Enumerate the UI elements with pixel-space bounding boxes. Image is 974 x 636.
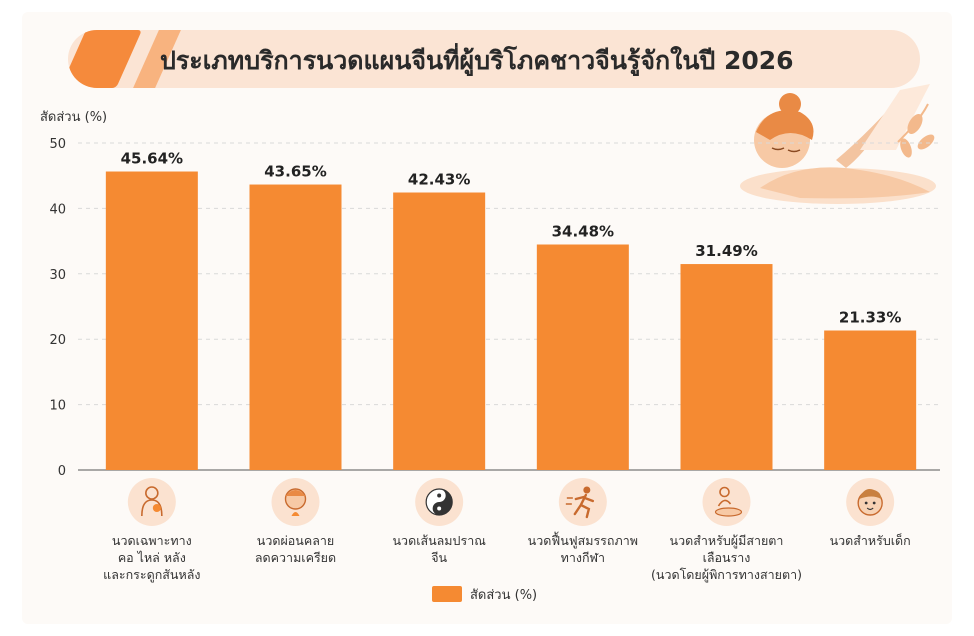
y-axis-label: สัดส่วน (%) (40, 110, 107, 125)
bar (824, 330, 917, 470)
y-tick-label: 40 (49, 202, 66, 217)
y-tick-label: 0 (58, 464, 66, 479)
y-tick-label: 20 (49, 333, 66, 348)
child-face-icon (846, 478, 895, 526)
category-label: (นวดโดยผู้พิการทางสายตา) (651, 567, 802, 583)
spine-body-icon (127, 478, 176, 526)
legend-label: สัดส่วน (%) (470, 587, 538, 603)
chart-title: ประเภทบริการนวดแผนจีนที่ผู้บริโภคชาวจีนร… (160, 46, 794, 75)
data-label: 42.43% (408, 171, 470, 189)
bar (393, 192, 486, 470)
data-label: 21.33% (839, 309, 901, 327)
bar (536, 244, 629, 470)
category-label: เลือนราง (703, 550, 751, 565)
y-axis-ticks: 0 10 20 30 40 50 (49, 137, 66, 479)
category-label: นวดฟื้นฟูสมรรถภาพ (528, 531, 638, 549)
relaxed-face-icon (271, 478, 320, 526)
category-label: และกระดูกสันหลัง (103, 567, 200, 583)
massage-illustration (740, 84, 936, 204)
category-label: ลดความเครียด (255, 550, 336, 565)
y-tick-label: 30 (49, 268, 66, 283)
massage-therapist-icon (702, 478, 751, 526)
data-label: 43.65% (264, 163, 326, 181)
legend: สัดส่วน (%) (432, 584, 537, 604)
data-label: 45.64% (121, 150, 183, 168)
category-label: คอ ไหล่ หลัง (118, 550, 186, 565)
category-label: นวดสำหรับผู้มีสายตา (670, 533, 784, 549)
y-tick-label: 50 (49, 137, 66, 152)
bar (105, 171, 198, 470)
category-label: จีน (431, 550, 447, 565)
yin-yang-icon (415, 478, 464, 526)
bars (105, 171, 917, 471)
category-label: นวดผ่อนคลาย (257, 533, 334, 548)
legend-swatch (432, 586, 462, 602)
category-icons (127, 478, 895, 526)
data-label: 34.48% (552, 223, 614, 241)
data-label: 31.49% (695, 242, 757, 260)
running-person-icon (558, 478, 607, 526)
title-banner (68, 30, 920, 88)
category-label: นวดสำหรับเด็ก (830, 533, 911, 548)
category-label: ทางกีฬา (561, 550, 606, 565)
category-label: นวดเส้นลมปราณ (393, 533, 487, 548)
category-label: นวดเฉพาะทาง (112, 533, 192, 548)
y-tick-label: 10 (49, 399, 66, 414)
bar (249, 184, 342, 471)
data-labels: 45.64% 43.65% 42.43% 34.48% 31.49% 21.33% (121, 150, 902, 327)
bar (680, 264, 773, 470)
